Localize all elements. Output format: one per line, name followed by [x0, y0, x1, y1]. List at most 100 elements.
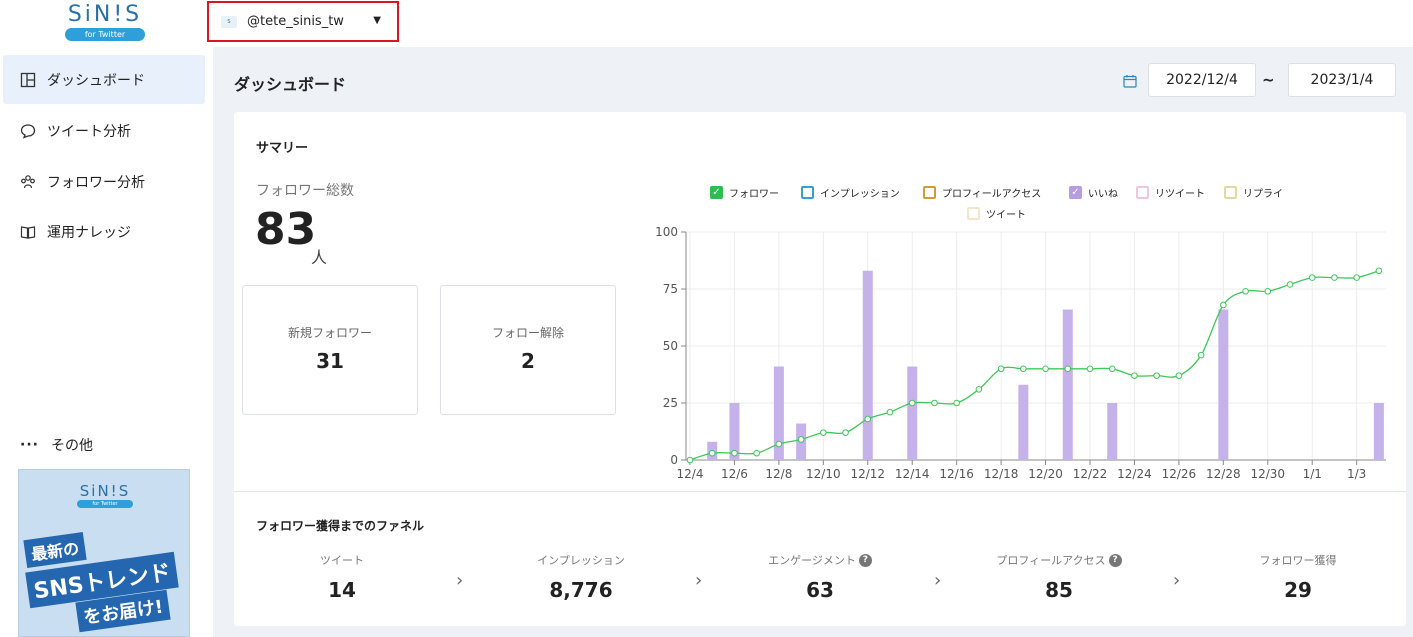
sidebar-item-other[interactable]: ··· その他 [20, 435, 93, 455]
funnel-step-label: ツイート [320, 554, 364, 567]
users-icon [19, 173, 37, 191]
x-tick-label: 12/20 [1028, 467, 1063, 481]
x-tick-label: 12/18 [984, 467, 1019, 481]
top-bar: SiN!S for Twitter S @tete_sinis_tw ▼ [0, 0, 1413, 47]
followers-point [1153, 372, 1160, 379]
legend-label: ツイート [986, 210, 1026, 221]
account-avatar: S [221, 15, 237, 28]
summary-card: サマリー フォロワー総数 83 人 新規フォロワー 31 フォロー解除 2 ✓ … [234, 112, 1406, 626]
likes-bar [1218, 309, 1229, 460]
x-tick-label: 12/24 [1117, 467, 1152, 481]
main-content: ダッシュボード 2022/12/4 ~ 2023/1/4 サマリー フォロワー総… [213, 47, 1413, 637]
follower-likes-chart: 0 25 50 75 100 12/4 12/6 12/8 12/10 12/12 12/14 12/… [655, 225, 1386, 481]
x-tick-label: 12/16 [939, 467, 974, 481]
total-followers-value: 83 [255, 204, 317, 255]
funnel-step-value: 85 [1045, 578, 1073, 602]
unfollow-label: フォロー解除 [491, 326, 564, 340]
followers-point [908, 399, 916, 407]
new-followers-box: 新規フォロワー 31 [242, 285, 418, 415]
x-tick-label: 12/10 [806, 467, 841, 481]
followers-point [1086, 365, 1094, 373]
chevron-right-icon: › [456, 570, 464, 591]
funnel-step-profile-access: プロフィールアクセス? 85 [959, 552, 1159, 602]
followers-point [1175, 372, 1183, 379]
legend-label: プロフィールアクセス [942, 189, 1042, 200]
funnel-step-value: 8,776 [549, 578, 613, 602]
logo-badge: for Twitter [65, 28, 145, 41]
followers-point [1064, 365, 1072, 373]
legend-checkbox [923, 186, 936, 199]
x-tick-label: 12/26 [1162, 467, 1197, 481]
likes-bar [1018, 384, 1029, 460]
legend-item-impressions[interactable]: インプレッション [801, 185, 900, 200]
legend-item-replies[interactable]: リプライ [1224, 185, 1283, 200]
sidebar-item-tweet-analysis[interactable]: ツイート分析 [3, 106, 205, 155]
sidebar-item-knowledge[interactable]: 運用ナレッジ [3, 207, 205, 256]
help-icon[interactable]: ? [858, 553, 872, 567]
x-tick-label: 12/8 [765, 467, 792, 481]
calendar-icon[interactable] [1123, 73, 1137, 88]
new-followers-label: 新規フォロワー [287, 326, 372, 340]
legend-label: リツイート [1155, 189, 1205, 200]
followers-point [1131, 372, 1138, 379]
sidebar-item-follower-analysis[interactable]: フォロワー分析 [3, 157, 205, 206]
date-separator: ~ [1262, 71, 1275, 89]
more-dots-icon: ··· [20, 437, 39, 453]
legend-item-likes[interactable]: ✓ いいね [1069, 185, 1118, 200]
funnel-title: フォロワー獲得までのファネル [256, 519, 425, 533]
legend-item-followers[interactable]: ✓ フォロワー [710, 185, 779, 200]
followers-point [975, 386, 983, 393]
banner-line-1: 最新の [23, 531, 87, 569]
followers-point [1286, 281, 1294, 288]
legend-label: インプレッション [820, 189, 900, 200]
sidebar-item-label: フォロワー分析 [47, 174, 145, 191]
legend-item-profile-access[interactable]: プロフィールアクセス [923, 185, 1041, 200]
x-tick-label: 12/30 [1250, 467, 1285, 481]
help-icon[interactable]: ? [1108, 553, 1122, 567]
y-tick-label: 25 [663, 396, 678, 410]
page-title: ダッシュボード [234, 75, 347, 94]
summary-title: サマリー [256, 141, 309, 156]
likes-bar [907, 366, 918, 460]
funnel-step-impressions: インプレッション 8,776 [481, 552, 681, 602]
promo-banner[interactable]: SiN!S for Twitter 最新の SNSトレンド をお届け! [18, 469, 190, 637]
followers-point [1331, 274, 1338, 281]
funnel-step-value: 14 [328, 578, 356, 602]
legend-label: いいね [1088, 189, 1118, 200]
account-selector[interactable]: S @tete_sinis_tw ▼ [207, 1, 399, 42]
y-tick-label: 75 [663, 282, 678, 296]
account-name: @tete_sinis_tw [247, 14, 344, 29]
caret-down-icon: ▼ [373, 15, 381, 26]
funnel-step-label: プロフィールアクセス [996, 554, 1106, 567]
x-tick-label: 12/28 [1206, 467, 1241, 481]
x-tick-label: 12/4 [677, 467, 704, 481]
other-label: その他 [50, 438, 93, 454]
chevron-right-icon: › [934, 570, 942, 591]
funnel-step-followers-gained: フォロワー獲得 29 [1198, 552, 1398, 602]
followers-point [1353, 274, 1360, 281]
sidebar-item-dashboard[interactable]: ダッシュボード [3, 55, 205, 104]
followers-line [689, 270, 1380, 461]
funnel-step-tweets: ツイート 14 [242, 552, 442, 602]
sidebar-item-label: 運用ナレッジ [47, 224, 131, 241]
sidebar-item-label: ダッシュボード [47, 72, 145, 89]
logo-text: SiN!S [67, 2, 143, 27]
total-followers-unit: 人 [311, 248, 328, 267]
x-tick-label: 12/12 [850, 467, 885, 481]
unfollow-box: フォロー解除 2 [440, 285, 616, 415]
date-from-input[interactable]: 2022/12/4 [1148, 63, 1256, 97]
followers-point [1197, 351, 1205, 359]
legend-item-tweets[interactable]: ツイート [967, 206, 1026, 221]
followers-point [686, 456, 694, 464]
followers-point [842, 429, 849, 436]
legend-item-retweets[interactable]: リツイート [1136, 185, 1205, 200]
app-logo[interactable]: SiN!S for Twitter [62, 2, 148, 41]
funnel-step-value: 63 [806, 578, 834, 602]
followers-point [1375, 267, 1383, 275]
legend-label: リプライ [1243, 189, 1283, 200]
legend-label: フォロワー [729, 189, 779, 200]
funnel-step-value: 29 [1284, 578, 1312, 602]
y-tick-label: 50 [663, 339, 678, 353]
date-to-input[interactable]: 2023/1/4 [1288, 63, 1396, 97]
followers-point [1308, 274, 1316, 281]
